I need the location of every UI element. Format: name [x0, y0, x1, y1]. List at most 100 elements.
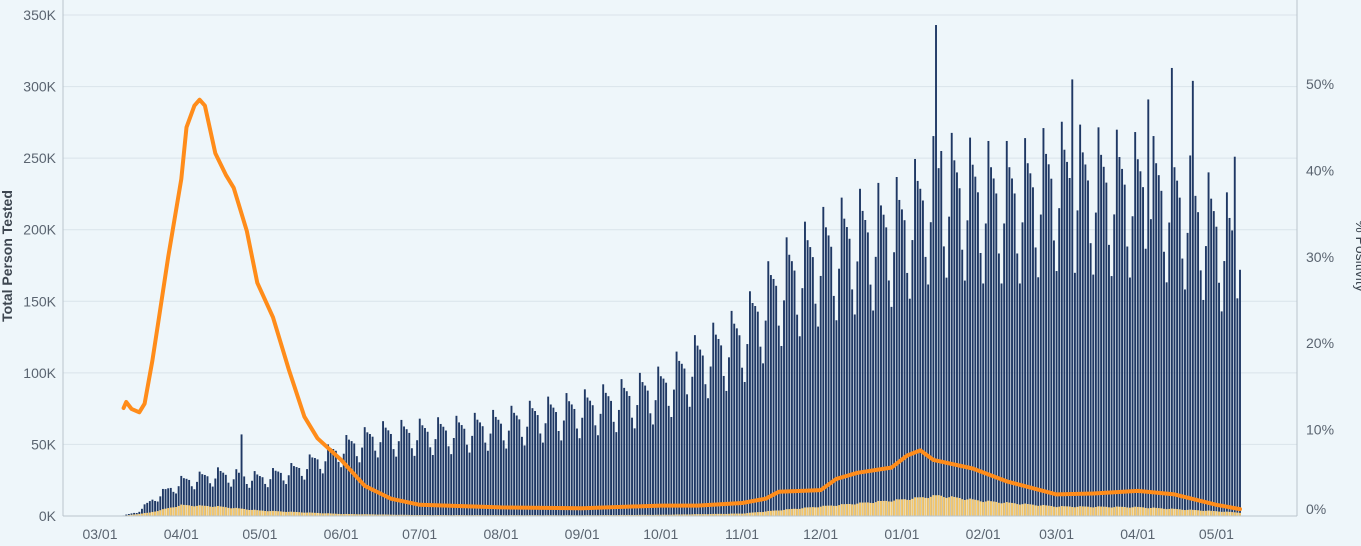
tested-bar	[1029, 173, 1032, 516]
positive-bar	[1228, 511, 1231, 516]
tested-bar	[371, 436, 374, 516]
tested-bar	[581, 417, 584, 516]
positive-bar	[819, 506, 822, 516]
positive-bar	[1097, 506, 1100, 516]
tested-bar	[547, 396, 550, 516]
tested-bar	[177, 486, 180, 516]
tested-bar	[369, 434, 371, 516]
tested-bar	[484, 442, 487, 516]
tested-bar	[1084, 164, 1087, 517]
tested-bar	[956, 172, 958, 516]
tested-bar	[1102, 166, 1105, 517]
tested-bar	[434, 439, 437, 516]
positive-bar	[696, 514, 699, 516]
tested-bar	[738, 335, 741, 516]
tested-bar	[935, 25, 937, 517]
positive-bar	[712, 513, 715, 516]
positive-bar	[675, 514, 678, 516]
tested-bar	[515, 415, 518, 516]
positive-bar	[138, 513, 141, 516]
positive-bar	[1207, 510, 1210, 516]
positive-bar	[256, 510, 259, 516]
tested-bar	[507, 430, 510, 516]
tested-bar	[798, 336, 801, 516]
tested-bar	[471, 435, 474, 516]
positive-bar	[937, 495, 940, 516]
y-left-tick: 50K	[31, 436, 57, 452]
positive-bar	[1239, 512, 1241, 516]
tested-bar	[1184, 289, 1186, 516]
y-left-tick: 0K	[39, 508, 57, 524]
tested-bar	[1123, 184, 1126, 516]
tested-bar	[1013, 193, 1016, 516]
positive-bar	[340, 514, 343, 516]
positive-bar	[295, 512, 298, 516]
tested-bar	[843, 218, 846, 516]
x-tick: 05/01	[242, 526, 277, 542]
tested-bar	[151, 499, 154, 516]
positive-bar	[196, 505, 198, 516]
x-tick: 06/01	[324, 526, 359, 542]
tested-bar	[306, 469, 309, 516]
positive-bar	[348, 514, 350, 516]
positive-bar	[358, 514, 361, 516]
tested-bar	[1191, 80, 1194, 516]
tested-bar	[654, 400, 657, 516]
tested-bar	[990, 167, 992, 516]
tested-bar	[1021, 222, 1024, 517]
positive-bar	[266, 511, 269, 516]
positive-bar	[1058, 506, 1061, 516]
tested-bar	[895, 177, 898, 516]
positive-bar	[1071, 507, 1074, 516]
positive-bar	[243, 508, 246, 516]
positive-bar	[1115, 506, 1118, 516]
positive-bar	[631, 514, 633, 516]
positive-bar	[730, 513, 733, 516]
tested-bar	[418, 418, 421, 516]
tested-bar	[172, 491, 175, 516]
tested-bar	[756, 311, 759, 516]
tested-bar	[214, 478, 217, 516]
positive-bar	[248, 509, 251, 516]
tested-bar	[830, 246, 833, 516]
positive-bar	[636, 514, 639, 516]
tested-bar	[431, 455, 434, 516]
tested-bar	[1005, 140, 1008, 516]
positive-bar	[769, 510, 772, 516]
tested-bar	[832, 295, 835, 516]
tested-bar	[311, 457, 314, 516]
positive-bar	[403, 514, 405, 516]
tested-bar	[549, 404, 552, 516]
tested-bar	[374, 450, 377, 516]
tested-bar	[1144, 248, 1147, 516]
tested-bar	[486, 450, 489, 516]
tested-bar	[536, 415, 539, 516]
positive-bar	[877, 500, 880, 516]
positive-bar	[801, 508, 804, 516]
positive-bar	[620, 514, 623, 516]
positive-bar	[948, 497, 951, 516]
positive-bar	[306, 512, 309, 516]
y-left-tick: 200K	[23, 222, 56, 238]
positive-bar	[885, 500, 888, 516]
positive-bar	[1018, 504, 1021, 516]
tested-bar	[652, 424, 654, 516]
positive-bar	[982, 502, 985, 516]
positive-bar	[916, 497, 919, 516]
positive-bar	[956, 497, 958, 516]
positive-bar	[633, 514, 636, 516]
tested-bar	[921, 200, 924, 516]
tested-bar	[1011, 178, 1013, 516]
tested-bar	[874, 256, 877, 516]
tested-bar	[911, 240, 914, 516]
tested-bar	[188, 479, 191, 516]
positive-bar	[392, 514, 395, 516]
tested-bar	[809, 247, 812, 516]
positive-bar	[261, 510, 264, 516]
positive-bar	[971, 499, 974, 516]
tested-bar	[460, 425, 463, 516]
tested-bar	[707, 398, 709, 516]
tested-bar	[751, 303, 754, 516]
positive-bar	[274, 511, 277, 516]
positive-bar	[151, 511, 154, 516]
